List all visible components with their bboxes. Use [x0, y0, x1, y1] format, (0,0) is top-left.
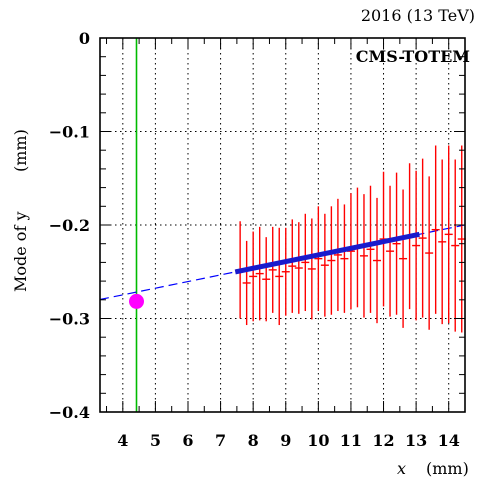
y-tick-label: −0.1: [49, 123, 90, 142]
x-tick-label: 12: [372, 431, 394, 450]
x-axis-unit: (mm): [426, 459, 469, 478]
fit-line: [234, 231, 420, 275]
y-tick-label: −0.4: [49, 403, 90, 422]
y-axis-label: Mode of y: [11, 212, 30, 293]
data-points: [236, 145, 466, 333]
axis-ticks: [100, 37, 466, 413]
grid: [100, 38, 465, 412]
y-axis-unit: (mm): [11, 129, 30, 172]
y-tick-label: 0: [79, 29, 90, 48]
x-tick-label: 6: [182, 431, 193, 450]
x-tick-label: 9: [280, 431, 291, 450]
energy-label: 2016 (13 TeV): [361, 6, 475, 25]
y-axis-title: Mode of y (mm): [11, 129, 30, 292]
x-tick-label: 5: [150, 431, 161, 450]
x-axis-title: x (mm): [397, 459, 469, 478]
x-tick-labels: 4 5 6 7 8 9 10 11 12 13 14: [117, 431, 460, 450]
x-tick-label: 7: [215, 431, 226, 450]
y-tick-label: −0.3: [49, 310, 90, 329]
experiment-label: CMS-TOTEM: [356, 47, 470, 66]
x-tick-label: 14: [438, 431, 460, 450]
x-axis-label: x: [397, 459, 406, 478]
x-tick-label: 13: [405, 431, 427, 450]
x-tick-label: 8: [248, 431, 259, 450]
x-tick-label: 10: [307, 431, 329, 450]
x-tick-label: 4: [117, 431, 128, 450]
marker-circle: [129, 293, 144, 309]
marker-point: [129, 293, 144, 309]
y-tick-labels: 0 −0.1 −0.2 −0.3 −0.4: [49, 29, 90, 422]
x-tick-label: 11: [340, 431, 362, 450]
fit-line-segment: [234, 231, 420, 275]
y-tick-label: −0.2: [49, 216, 90, 235]
